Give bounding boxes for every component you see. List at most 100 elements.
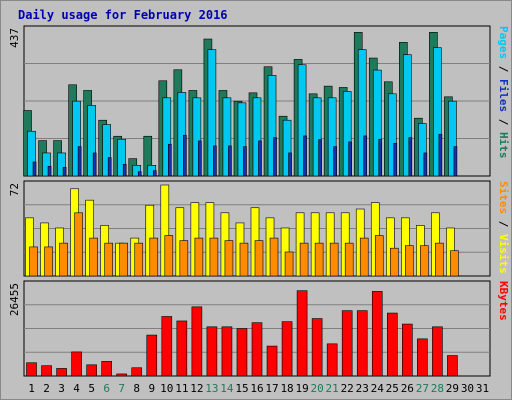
day-label-4: 4 bbox=[73, 382, 80, 395]
bar-sites-day-10 bbox=[164, 235, 174, 277]
bar-kbytes-day-9 bbox=[146, 334, 158, 377]
bar-kbytes-day-3 bbox=[56, 368, 67, 377]
bar-files-day-23 bbox=[357, 49, 367, 177]
legend-entry: KBytes bbox=[497, 281, 510, 321]
day-label-24: 24 bbox=[371, 382, 385, 395]
bar-sites-day-18 bbox=[284, 251, 294, 277]
bar-files-day-16 bbox=[252, 97, 262, 177]
bar-sites-day-11 bbox=[179, 240, 189, 277]
bar-kbytes-day-12 bbox=[191, 306, 203, 377]
bar-files-day-26 bbox=[403, 54, 412, 177]
day-label-26: 26 bbox=[401, 382, 414, 395]
bar-files-day-24 bbox=[372, 69, 382, 177]
bar-files-day-18 bbox=[282, 119, 292, 177]
visits_panel-side-label: Sites / Visits bbox=[497, 181, 510, 274]
bar-pages-day-9 bbox=[152, 170, 157, 177]
day-label-19: 19 bbox=[295, 382, 308, 395]
bar-kbytes-day-27 bbox=[417, 338, 428, 377]
bar-kbytes-day-11 bbox=[176, 320, 188, 377]
bar-pages-day-24 bbox=[378, 138, 383, 177]
bar-sites-day-4 bbox=[74, 212, 83, 277]
day-label-9: 9 bbox=[148, 382, 155, 395]
bar-files-day-5 bbox=[87, 105, 96, 177]
bar-files-day-19 bbox=[297, 64, 307, 177]
bar-pages-day-1 bbox=[32, 161, 37, 177]
legend-entry: Hits bbox=[497, 132, 510, 159]
day-label-29: 29 bbox=[446, 382, 459, 395]
bar-pages-day-20 bbox=[318, 139, 322, 177]
legend-entry: / bbox=[497, 112, 510, 132]
bar-kbytes-day-23 bbox=[356, 310, 368, 377]
bar-kbytes-day-2 bbox=[41, 365, 52, 377]
bar-sites-day-15 bbox=[239, 242, 249, 277]
bar-pages-day-23 bbox=[363, 135, 368, 177]
day-label-12: 12 bbox=[190, 382, 203, 395]
bar-kbytes-day-16 bbox=[251, 322, 263, 377]
day-label-7: 7 bbox=[118, 382, 125, 395]
day-label-2: 2 bbox=[43, 382, 50, 395]
hits_panel: 437 Pages / Files / Hits bbox=[8, 25, 510, 177]
bar-kbytes-day-25 bbox=[386, 312, 398, 377]
bar-pages-day-16 bbox=[258, 140, 262, 177]
bar-sites-day-26 bbox=[405, 245, 414, 277]
bar-sites-day-24 bbox=[374, 235, 384, 277]
bar-kbytes-day-18 bbox=[281, 321, 293, 377]
bar-sites-day-29 bbox=[450, 250, 459, 277]
bar-files-day-11 bbox=[177, 92, 187, 177]
bar-files-day-1 bbox=[27, 130, 36, 177]
bar-files-day-17 bbox=[267, 75, 277, 177]
bar-sites-day-16 bbox=[254, 240, 264, 277]
visits_panel-max-label: 72 bbox=[8, 183, 21, 196]
day-label-3: 3 bbox=[58, 382, 65, 395]
bar-pages-day-10 bbox=[168, 143, 172, 177]
bar-kbytes-day-14 bbox=[221, 326, 233, 377]
day-label-27: 27 bbox=[416, 382, 429, 395]
day-label-8: 8 bbox=[133, 382, 140, 395]
bar-files-day-6 bbox=[102, 124, 111, 177]
legend-entry: Files bbox=[497, 79, 510, 112]
kbytes_panel-max-label: 26455 bbox=[8, 283, 21, 316]
bar-sites-day-2 bbox=[44, 246, 53, 277]
day-label-20: 20 bbox=[311, 382, 324, 395]
bar-pages-day-19 bbox=[303, 135, 307, 177]
day-label-13: 13 bbox=[205, 382, 218, 395]
bar-files-day-12 bbox=[192, 97, 202, 177]
bar-pages-day-3 bbox=[62, 167, 67, 177]
bar-sites-day-22 bbox=[344, 242, 354, 277]
bar-sites-day-12 bbox=[194, 237, 204, 277]
visits_panel: 72 Sites / Visits bbox=[8, 180, 510, 277]
bar-kbytes-day-28 bbox=[432, 326, 443, 377]
bar-kbytes-day-29 bbox=[447, 355, 458, 377]
day-label-28: 28 bbox=[431, 382, 444, 395]
hits_panel-side-label: Pages / Files / Hits bbox=[497, 26, 510, 159]
legend-entry: Sites bbox=[497, 181, 510, 214]
bar-files-day-27 bbox=[418, 123, 427, 177]
bar-kbytes-day-10 bbox=[161, 316, 173, 377]
legend-entry: Pages bbox=[497, 26, 510, 59]
bar-sites-day-9 bbox=[149, 237, 159, 277]
chart-panels: 437 Pages / Files / Hits 72 Sites / Visits 2… bbox=[8, 25, 510, 377]
bar-pages-day-4 bbox=[77, 146, 82, 177]
day-label-10: 10 bbox=[160, 382, 173, 395]
bar-kbytes-day-22 bbox=[341, 310, 353, 377]
bar-files-day-14 bbox=[222, 97, 232, 177]
bar-pages-day-2 bbox=[47, 166, 52, 177]
bar-files-day-8 bbox=[132, 165, 142, 177]
bar-files-day-3 bbox=[57, 152, 66, 177]
bar-pages-day-7 bbox=[122, 164, 127, 177]
day-label-21: 21 bbox=[326, 382, 339, 395]
day-label-17: 17 bbox=[265, 382, 278, 395]
day-label-11: 11 bbox=[175, 382, 188, 395]
bar-kbytes-day-7 bbox=[116, 373, 128, 377]
bar-pages-day-27 bbox=[423, 152, 428, 177]
bar-sites-day-25 bbox=[389, 247, 399, 277]
day-label-15: 15 bbox=[235, 382, 248, 395]
bar-pages-day-8 bbox=[137, 171, 142, 177]
day-label-23: 23 bbox=[356, 382, 369, 395]
bar-pages-day-29 bbox=[453, 146, 458, 177]
bar-pages-day-26 bbox=[408, 137, 413, 177]
bar-pages-day-14 bbox=[228, 145, 232, 177]
bar-files-day-7 bbox=[117, 138, 127, 177]
bar-kbytes-day-17 bbox=[266, 345, 278, 377]
day-label-6: 6 bbox=[103, 382, 110, 395]
